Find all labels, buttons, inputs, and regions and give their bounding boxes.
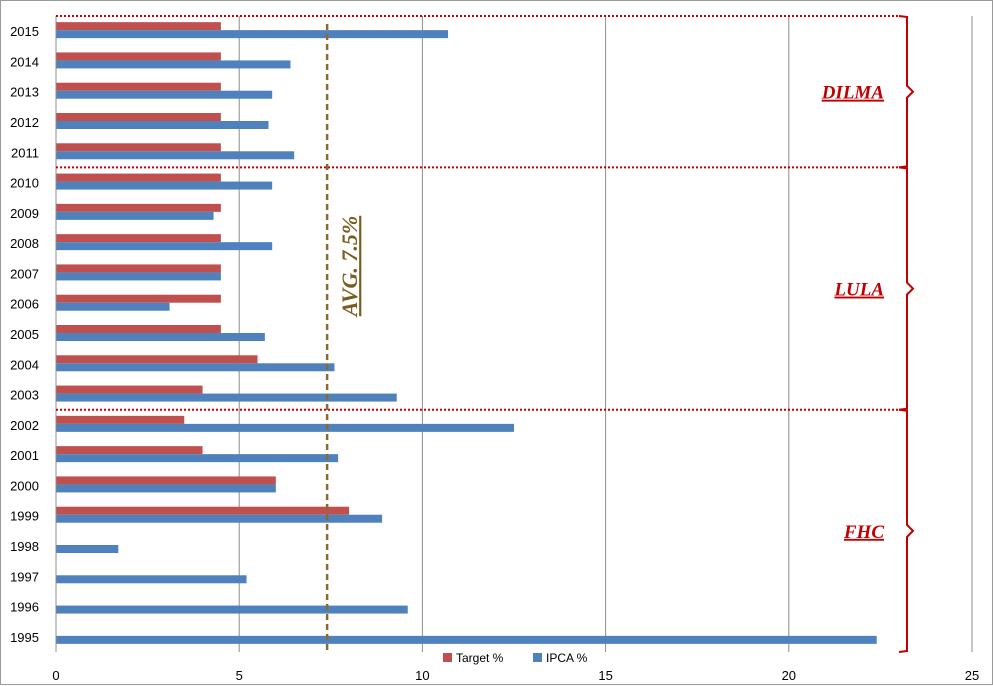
bar-target-2006 — [56, 294, 221, 303]
bar-ipca-2014 — [56, 60, 291, 69]
era-label-lula: LULA — [833, 280, 884, 301]
era-bracket-lula — [898, 166, 915, 411]
bar-ipca-2012 — [56, 121, 269, 129]
y-tick-label-2005: 2005 — [10, 327, 39, 342]
y-tick-label-2012: 2012 — [10, 115, 39, 130]
bar-target-2000 — [56, 476, 276, 485]
bar-target-2002 — [56, 415, 185, 424]
bar-target-1999 — [56, 506, 350, 515]
bar-ipca-2008 — [56, 242, 273, 251]
bar-ipca-2004 — [56, 363, 335, 372]
bar-ipca-1997 — [56, 575, 247, 584]
bars — [56, 22, 877, 644]
y-tick-label-1999: 1999 — [10, 509, 39, 524]
y-tick-label-2008: 2008 — [10, 236, 39, 251]
bar-target-2004 — [56, 355, 258, 364]
x-tick-label-0: 0 — [52, 668, 59, 683]
y-tick-label-2001: 2001 — [10, 448, 39, 463]
bar-ipca-1999 — [56, 514, 383, 523]
era-label-dilma: DILMA — [821, 83, 884, 104]
legend: Target % IPCA % — [443, 651, 588, 665]
bar-ipca-2000 — [56, 484, 276, 493]
bar-ipca-1996 — [56, 605, 408, 614]
y-tick-label-2004: 2004 — [10, 357, 39, 372]
bar-ipca-2010 — [56, 181, 273, 190]
y-tick-label-1996: 1996 — [10, 600, 39, 615]
x-tick-label-25: 25 — [965, 668, 979, 683]
bar-ipca-1998 — [56, 545, 119, 553]
bar-ipca-2007 — [56, 272, 221, 281]
bar-ipca-2015 — [56, 30, 449, 39]
y-tick-label-2002: 2002 — [10, 418, 39, 433]
legend-swatch-ipca — [533, 653, 542, 662]
y-tick-label-2003: 2003 — [10, 388, 39, 403]
bar-ipca-2009 — [56, 211, 214, 220]
era-bracket-dilma — [898, 15, 915, 169]
bar-target-2003 — [56, 385, 203, 394]
bar-ipca-2001 — [56, 454, 339, 463]
bar-ipca-2005 — [56, 333, 265, 341]
bar-ipca-1995 — [56, 635, 877, 644]
bar-ipca-2002 — [56, 423, 514, 432]
bar-ipca-2013 — [56, 90, 273, 99]
legend-label-target: Target % — [456, 651, 504, 665]
bar-target-2007 — [56, 264, 221, 273]
bar-target-2012 — [56, 113, 221, 121]
bar-target-2010 — [56, 173, 221, 182]
y-tick-label-2014: 2014 — [10, 54, 39, 69]
x-tick-label-15: 15 — [598, 668, 612, 683]
y-tick-label-2006: 2006 — [10, 297, 39, 312]
bar-target-2009 — [56, 203, 221, 212]
bar-target-2005 — [56, 325, 221, 333]
era-annotations: DILMA LULA FHC — [56, 15, 915, 653]
y-tick-label-1998: 1998 — [10, 539, 39, 554]
y-tick-label-2015: 2015 — [10, 24, 39, 39]
bar-target-2014 — [56, 52, 221, 61]
bar-ipca-2006 — [56, 302, 170, 311]
bar-ipca-2003 — [56, 393, 397, 402]
y-tick-label-2010: 2010 — [10, 176, 39, 191]
bar-ipca-2011 — [56, 151, 295, 160]
y-tick-label-2013: 2013 — [10, 85, 39, 100]
y-tick-label-2011: 2011 — [11, 145, 39, 160]
bar-target-2015 — [56, 22, 221, 31]
x-tick-label-10: 10 — [415, 668, 429, 683]
era-label-fhc: FHC — [843, 522, 884, 543]
x-tick-label-5: 5 — [236, 668, 243, 683]
y-tick-label-2007: 2007 — [10, 266, 39, 281]
y-tick-label-1995: 1995 — [10, 630, 39, 645]
bar-target-2011 — [56, 143, 221, 152]
x-tick-label-20: 20 — [782, 668, 796, 683]
bar-target-2008 — [56, 234, 221, 243]
legend-label-ipca: IPCA % — [546, 651, 588, 665]
average-label: AVG. 7.5% — [337, 216, 362, 318]
bar-target-2013 — [56, 82, 221, 91]
legend-swatch-target — [443, 653, 452, 662]
era-bracket-fhc — [898, 408, 915, 653]
gridlines — [238, 16, 973, 652]
bar-target-2001 — [56, 446, 203, 455]
y-tick-label-2000: 2000 — [10, 478, 39, 493]
y-tick-label-2009: 2009 — [10, 206, 39, 221]
axes: 0 5 10 15 20 25 1995 1996 1997 1998 1999 2000 2001 20… — [10, 16, 979, 683]
average-annotation: AVG. 7.5% — [325, 24, 362, 652]
y-tick-label-1997: 1997 — [10, 569, 39, 584]
